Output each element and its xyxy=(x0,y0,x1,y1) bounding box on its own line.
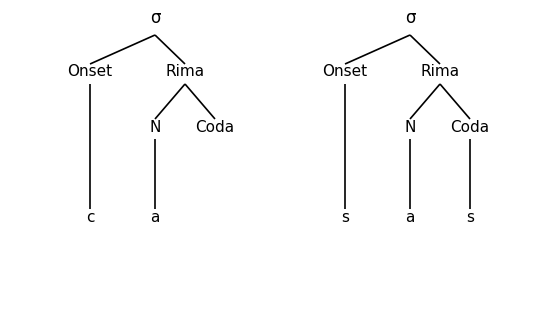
Text: N: N xyxy=(404,119,416,134)
Text: s: s xyxy=(466,209,474,225)
Text: c: c xyxy=(86,209,94,225)
Text: Rima: Rima xyxy=(421,65,460,80)
Text: s: s xyxy=(341,209,349,225)
Text: Coda: Coda xyxy=(195,119,235,134)
Text: Coda: Coda xyxy=(450,119,489,134)
Text: a: a xyxy=(150,209,160,225)
Text: Rima: Rima xyxy=(165,65,204,80)
Text: Onset: Onset xyxy=(323,65,367,80)
Text: a: a xyxy=(405,209,415,225)
Text: σ: σ xyxy=(150,9,160,27)
Text: N: N xyxy=(150,119,161,134)
Text: Onset: Onset xyxy=(67,65,113,80)
Text: σ: σ xyxy=(405,9,416,27)
